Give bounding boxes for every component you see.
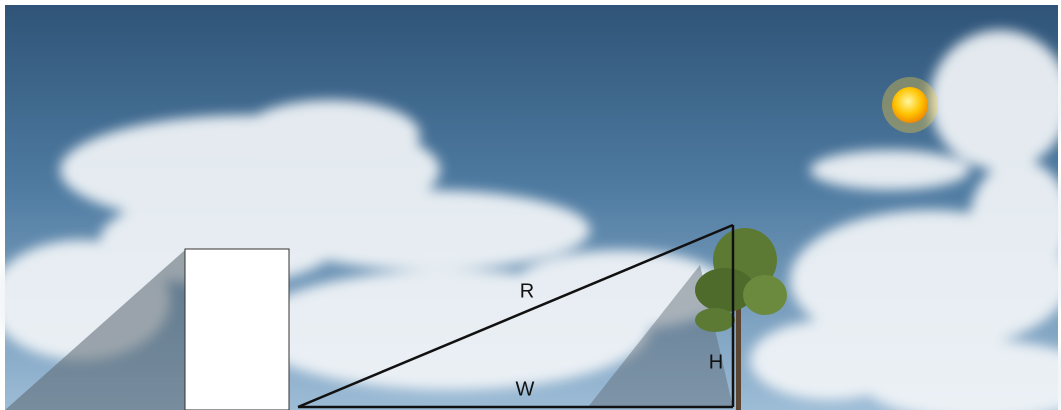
scene: R W H [0,0,1061,410]
sun [882,77,938,133]
height-label: H [709,351,723,373]
hypotenuse-label: R [520,280,534,302]
building [185,249,289,410]
base-label: W [516,378,535,400]
